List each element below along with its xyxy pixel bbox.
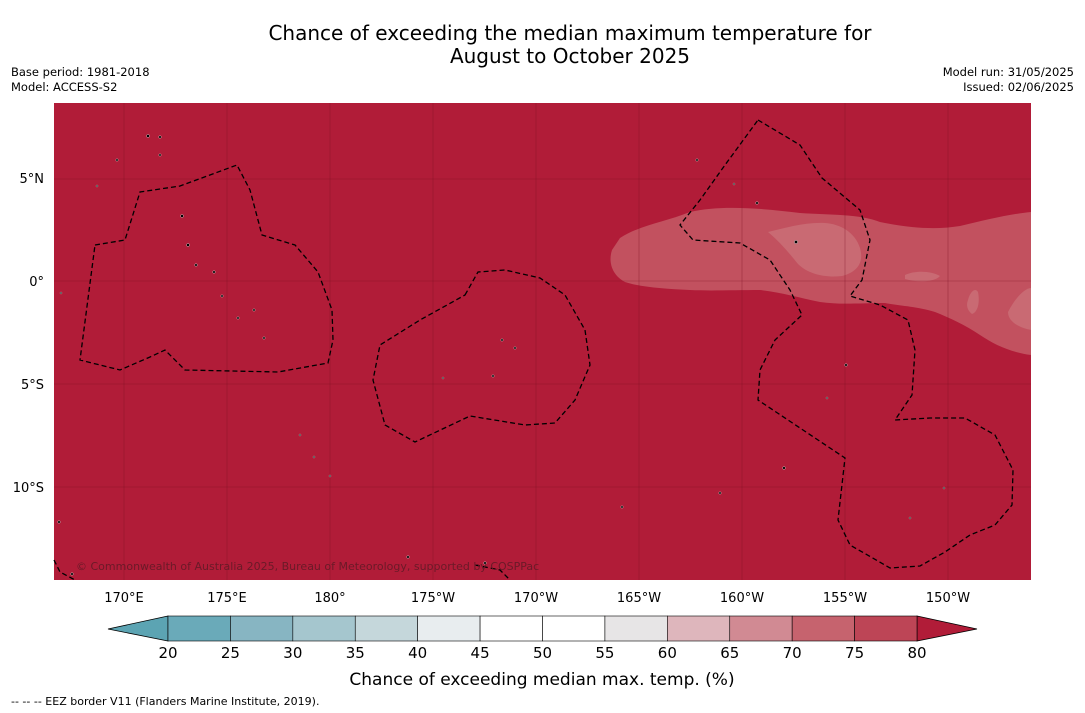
colorbar-segment xyxy=(667,615,731,642)
eez-footnote: -- -- -- EEZ border V11 (Flanders Marine… xyxy=(11,695,320,708)
lon-label-170w: 170°W xyxy=(514,591,558,606)
lon-label-155w: 155°W xyxy=(823,591,867,606)
meta-left: Base period: 1981-2018 Model: ACCESS-S2 xyxy=(11,65,150,95)
map-area: © Commonwealth of Australia 2025, Bureau… xyxy=(53,103,1031,581)
title-line-1: Chance of exceeding the median maximum t… xyxy=(268,21,872,45)
colorbar-tick-label: 70 xyxy=(783,644,802,662)
lon-label-175e: 175°E xyxy=(207,591,247,606)
colorbar-segment xyxy=(604,615,668,642)
eez-border-bottom-edge xyxy=(53,559,76,581)
colorbar-tick-label: 50 xyxy=(533,644,552,662)
lat-label-10s: 10°S xyxy=(13,481,44,496)
lat-label-5s: 5°S xyxy=(21,378,44,393)
colorbar-tick-label: 65 xyxy=(720,644,739,662)
colorbar-tick-label: 40 xyxy=(408,644,427,662)
colorbar-ticks: 20 25 30 35 40 45 50 55 60 65 70 75 80 xyxy=(158,644,926,662)
probability-patch-small-3 xyxy=(1008,288,1031,330)
colorbar-tick-label: 55 xyxy=(595,644,614,662)
colorbar-tick-label: 20 xyxy=(158,644,177,662)
colorbar-segment xyxy=(854,615,918,642)
model-run: Model run: 31/05/2025 xyxy=(942,65,1074,79)
lat-label-0: 0° xyxy=(29,275,44,290)
colorbar-tick-label: 75 xyxy=(845,644,864,662)
probability-band-70-75 xyxy=(610,207,1031,355)
title-line-2: August to October 2025 xyxy=(449,44,691,68)
colorbar-over-arrow xyxy=(916,615,978,642)
issued-date: Issued: 02/06/2025 xyxy=(963,80,1074,94)
lon-label-160w: 160°W xyxy=(720,591,764,606)
colorbar-tick-label: 45 xyxy=(471,644,490,662)
meta-right: Model run: 31/05/2025 Issued: 02/06/2025 xyxy=(943,65,1074,95)
colorbar: 20 25 30 35 40 45 50 55 60 65 70 75 80 Chance of exc… xyxy=(107,615,978,690)
eez-border-tuvalu-kiribati-west xyxy=(79,164,334,373)
lon-label-165w: 165°W xyxy=(617,591,661,606)
map-background xyxy=(54,103,1031,580)
probability-patch-small-1 xyxy=(905,271,940,282)
colorbar-segments xyxy=(167,615,918,642)
colorbar-segment xyxy=(542,615,606,642)
eez-borders xyxy=(53,119,1014,581)
lat-label-5n: 5°N xyxy=(20,172,45,187)
colorbar-tick-label: 30 xyxy=(283,644,302,662)
map-title: Chance of exceeding the median maximum t… xyxy=(0,22,1085,68)
lon-label-150w: 150°W xyxy=(926,591,970,606)
eez-border-bottom-left xyxy=(474,564,511,581)
gridlines xyxy=(54,103,1031,580)
colorbar-tick-label: 35 xyxy=(346,644,365,662)
lon-label-180: 180° xyxy=(314,591,345,606)
colorbar-tick-label: 80 xyxy=(907,644,926,662)
lon-label-170e: 170°E xyxy=(104,591,144,606)
base-period: Base period: 1981-2018 xyxy=(11,65,150,79)
probability-band-65-70 xyxy=(768,222,862,277)
longitude-labels: 170°E 175°E 180° 175°W 170°W 165°W 160°W… xyxy=(104,591,970,606)
colorbar-segment xyxy=(729,615,793,642)
colorbar-segment xyxy=(791,615,855,642)
colorbar-segment xyxy=(479,615,543,642)
colorbar-segment xyxy=(417,615,481,642)
lon-label-175w: 175°W xyxy=(411,591,455,606)
colorbar-segment xyxy=(230,615,294,642)
colorbar-tick-label: 60 xyxy=(658,644,677,662)
colorbar-segment xyxy=(292,615,356,642)
latitude-labels: 5°N 0° 5°S 10°S xyxy=(13,172,44,496)
colorbar-tick-label: 25 xyxy=(221,644,240,662)
colorbar-label: Chance of exceeding median max. temp. (%… xyxy=(349,670,734,690)
probability-patch-small-2 xyxy=(967,289,979,314)
colorbar-segment xyxy=(354,615,418,642)
colorbar-under-arrow xyxy=(107,615,169,642)
model-name: Model: ACCESS-S2 xyxy=(11,80,118,94)
colorbar-segment xyxy=(167,615,231,642)
island-markers xyxy=(57,134,946,576)
copyright-notice: © Commonwealth of Australia 2025, Bureau… xyxy=(76,560,539,573)
